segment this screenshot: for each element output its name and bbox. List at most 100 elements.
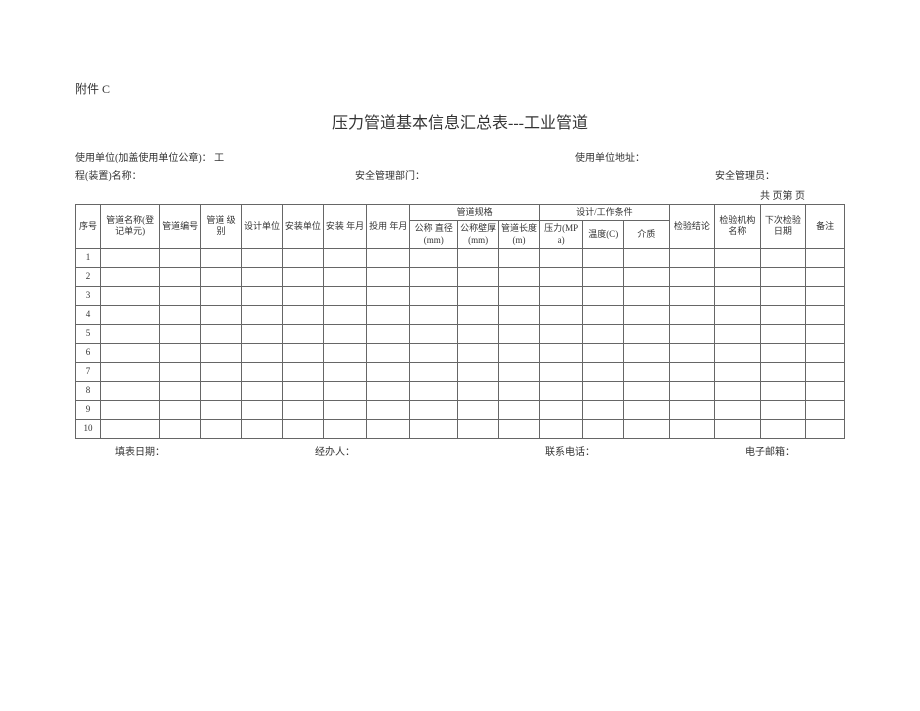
- col-cond-group: 设计/工作条件: [540, 205, 670, 221]
- col-diameter: 公称 直径(mm): [410, 221, 458, 249]
- table-cell: [323, 267, 366, 286]
- table-cell: [242, 343, 283, 362]
- table-cell: [282, 248, 323, 267]
- row-seq: 7: [76, 362, 101, 381]
- table-cell: [669, 362, 714, 381]
- table-cell: [583, 381, 624, 400]
- table-cell: [806, 286, 845, 305]
- table-cell: [101, 324, 160, 343]
- col-pipe-level: 管道 级别: [201, 205, 242, 249]
- table-cell: [282, 381, 323, 400]
- table-cell: [715, 248, 760, 267]
- table-cell: [624, 248, 670, 267]
- table-cell: [540, 343, 583, 362]
- table-cell: [458, 324, 499, 343]
- table-cell: [160, 305, 201, 324]
- use-unit-address-label: 使用单位地址：: [575, 151, 645, 167]
- col-remark: 备注: [806, 205, 845, 249]
- table-cell: [160, 381, 201, 400]
- table-cell: [367, 381, 410, 400]
- table-cell: [160, 343, 201, 362]
- table-cell: [160, 400, 201, 419]
- table-cell: [323, 286, 366, 305]
- table-cell: [715, 419, 760, 438]
- table-cell: [499, 286, 540, 305]
- table-cell: [201, 305, 242, 324]
- table-cell: [410, 419, 458, 438]
- table-row: 2: [76, 267, 845, 286]
- table-cell: [760, 343, 805, 362]
- table-cell: [201, 286, 242, 305]
- table-cell: [499, 381, 540, 400]
- col-pipe-no: 管道编号: [160, 205, 201, 249]
- table-cell: [760, 305, 805, 324]
- attachment-label: 附件 C: [75, 80, 845, 97]
- table-cell: [160, 419, 201, 438]
- table-row: 1: [76, 248, 845, 267]
- table-cell: [760, 286, 805, 305]
- table-cell: [282, 400, 323, 419]
- use-unit-label: 使用单位(加盖使用单位公章)：: [75, 153, 212, 164]
- row-seq: 3: [76, 286, 101, 305]
- table-cell: [458, 419, 499, 438]
- table-cell: [282, 286, 323, 305]
- table-cell: [410, 267, 458, 286]
- table-row: 3: [76, 286, 845, 305]
- table-cell: [282, 305, 323, 324]
- table-cell: [583, 248, 624, 267]
- table-cell: [101, 267, 160, 286]
- table-cell: [458, 343, 499, 362]
- table-cell: [160, 324, 201, 343]
- table-cell: [282, 267, 323, 286]
- table-cell: [760, 324, 805, 343]
- table-cell: [806, 305, 845, 324]
- table-cell: [540, 381, 583, 400]
- table-cell: [323, 305, 366, 324]
- table-cell: [458, 267, 499, 286]
- table-cell: [806, 343, 845, 362]
- table-cell: [806, 362, 845, 381]
- table-cell: [323, 362, 366, 381]
- fill-date-label: 填表日期：: [115, 443, 315, 458]
- table-cell: [624, 419, 670, 438]
- phone-label: 联系电话：: [545, 443, 745, 458]
- table-cell: [458, 248, 499, 267]
- table-cell: [410, 362, 458, 381]
- header-row-2: 程(装置)名称： 安全管理部门： 安全管理员：: [75, 169, 845, 185]
- table-cell: [242, 305, 283, 324]
- table-cell: [242, 267, 283, 286]
- col-inspect-result: 检验结论: [669, 205, 714, 249]
- table-cell: [583, 305, 624, 324]
- col-thickness: 公称壁厚(mm): [458, 221, 499, 249]
- table-cell: [323, 419, 366, 438]
- table-cell: [160, 248, 201, 267]
- table-cell: [282, 419, 323, 438]
- table-cell: [540, 248, 583, 267]
- table-cell: [410, 381, 458, 400]
- table-cell: [201, 248, 242, 267]
- table-cell: [242, 248, 283, 267]
- row-seq: 9: [76, 400, 101, 419]
- row-seq: 1: [76, 248, 101, 267]
- table-cell: [101, 286, 160, 305]
- table-cell: [458, 400, 499, 419]
- table-cell: [499, 305, 540, 324]
- row-seq: 5: [76, 324, 101, 343]
- table-cell: [540, 305, 583, 324]
- table-cell: [669, 305, 714, 324]
- table-cell: [367, 305, 410, 324]
- table-cell: [410, 305, 458, 324]
- table-cell: [806, 419, 845, 438]
- safety-manager-label: 安全管理员：: [715, 169, 775, 185]
- table-cell: [669, 267, 714, 286]
- header-row-1: 使用单位(加盖使用单位公章)： 工 使用单位地址：: [75, 151, 845, 167]
- table-cell: [101, 248, 160, 267]
- table-cell: [583, 343, 624, 362]
- table-cell: [101, 362, 160, 381]
- table-cell: [242, 400, 283, 419]
- table-cell: [367, 324, 410, 343]
- table-cell: [201, 381, 242, 400]
- col-spec-group: 管道规格: [410, 205, 540, 221]
- table-cell: [760, 248, 805, 267]
- table-cell: [760, 400, 805, 419]
